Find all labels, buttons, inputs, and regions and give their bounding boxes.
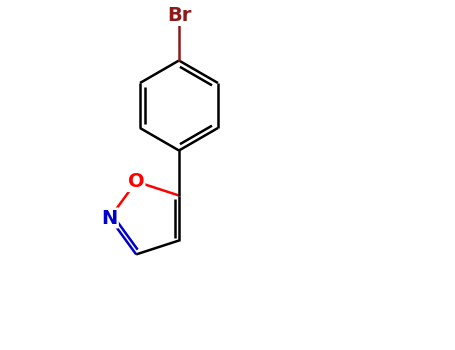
Text: O: O: [128, 172, 145, 191]
Text: Br: Br: [167, 6, 191, 25]
Text: N: N: [101, 209, 118, 228]
